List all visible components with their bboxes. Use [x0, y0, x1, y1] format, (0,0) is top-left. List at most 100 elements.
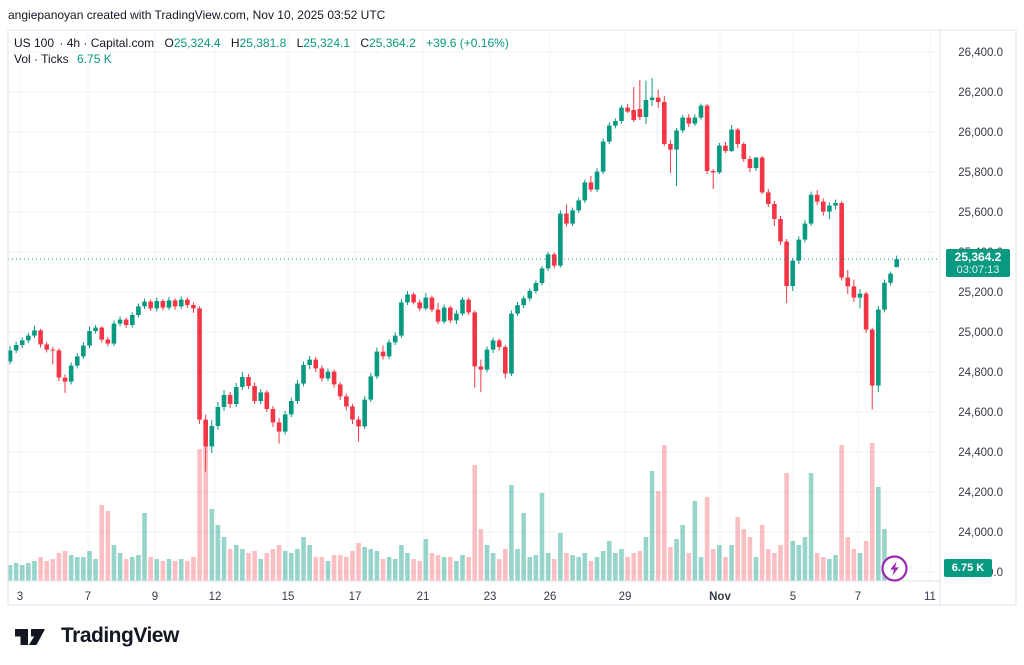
candle-body [698, 105, 704, 118]
volume-bar [368, 549, 374, 581]
volume-bar [765, 549, 771, 581]
y-axis-tick[interactable]: 24,000.0 [958, 527, 1003, 539]
candle-body [747, 159, 753, 168]
volume-bar [350, 551, 355, 581]
y-axis-tick[interactable]: 26,200.0 [958, 87, 1003, 99]
volume-bar [178, 559, 184, 581]
volume-bar [631, 553, 637, 581]
candle-body [288, 401, 294, 415]
volume-bar [68, 555, 74, 581]
candle-body [515, 305, 520, 314]
candle-body [93, 327, 98, 331]
candle-body [882, 282, 887, 310]
candle-body [105, 339, 111, 344]
candle-body [521, 298, 526, 306]
candle-body [637, 109, 643, 117]
volume-bar [160, 561, 166, 581]
candle-body [44, 344, 49, 350]
symbol-legend[interactable]: US 100 · 4h · Capital.com O25,324.4 H25,… [14, 34, 509, 52]
x-axis-tick[interactable]: 7 [85, 591, 91, 603]
y-axis-tick[interactable]: 26,400.0 [958, 47, 1003, 59]
volume-bar [62, 551, 68, 581]
volume-legend[interactable]: Vol · Ticks 6.75 K [14, 52, 112, 66]
candle-body [460, 299, 465, 314]
volume-bar [594, 557, 600, 581]
x-axis-tick[interactable]: Nov [709, 591, 731, 603]
volume-bar [753, 557, 759, 581]
candle-body [362, 399, 367, 427]
volume-bar [717, 545, 722, 581]
volume-bar [276, 545, 282, 581]
volume-bar [56, 553, 62, 581]
candle-body [533, 283, 539, 291]
y-axis-tick[interactable]: 25,000.0 [958, 327, 1003, 339]
candle-body [246, 377, 251, 386]
x-axis-tick[interactable]: 26 [544, 591, 557, 603]
volume-bar [613, 553, 618, 581]
candle-body [325, 371, 331, 379]
volume-bar [411, 559, 416, 581]
candle-body [692, 117, 698, 124]
volume-bar [723, 557, 728, 581]
volume-bar [429, 553, 435, 581]
x-axis-tick[interactable]: 9 [152, 591, 158, 603]
candle-body [570, 210, 575, 224]
candle-body [576, 200, 581, 211]
x-axis-tick[interactable]: 15 [282, 591, 295, 603]
volume-label: Vol · Ticks [14, 52, 69, 66]
y-axis-tick[interactable]: 24,800.0 [958, 367, 1003, 379]
y-axis-tick[interactable]: 25,800.0 [958, 167, 1003, 179]
candle-body [564, 213, 569, 224]
candle-body [215, 407, 221, 426]
candle-body [863, 293, 869, 330]
candle-body [600, 141, 606, 172]
candle-body [662, 102, 667, 144]
volume-bar [301, 537, 306, 581]
volume-bar [282, 551, 288, 581]
x-axis-tick[interactable]: 12 [209, 591, 222, 603]
candle-body [227, 395, 233, 404]
y-axis-tick[interactable]: 25,200.0 [958, 287, 1003, 299]
x-axis-tick[interactable]: 17 [349, 591, 362, 603]
x-axis-tick[interactable]: 5 [790, 591, 796, 603]
y-axis-tick[interactable]: 24,200.0 [958, 487, 1003, 499]
y-axis-tick[interactable]: 25,600.0 [958, 207, 1003, 219]
x-axis-tick[interactable]: 21 [417, 591, 430, 603]
candle-body [166, 300, 172, 308]
tradingview-logo[interactable]: TradingView [14, 624, 179, 648]
candle-body [203, 419, 208, 447]
candle-body [710, 171, 716, 173]
candle-body [496, 340, 502, 347]
x-axis-tick[interactable]: 29 [619, 591, 632, 603]
volume-bar [307, 545, 312, 581]
volume-bar [240, 549, 245, 581]
volume-bar [625, 557, 630, 581]
lightning-icon[interactable] [880, 554, 909, 583]
candle-body [19, 340, 25, 345]
volume-bar [105, 511, 111, 581]
volume-bar [539, 493, 545, 581]
candle-body [759, 157, 765, 193]
candle-body [313, 359, 319, 369]
volume-bar [227, 549, 233, 581]
candle-body [619, 107, 624, 121]
y-axis-tick[interactable]: 24,600.0 [958, 407, 1003, 419]
volume-bar [710, 549, 716, 581]
candle-body [270, 409, 276, 423]
x-axis-tick[interactable]: 7 [855, 591, 861, 603]
candle-body [527, 291, 533, 299]
candle-body [117, 319, 123, 324]
volume-bar [533, 555, 539, 581]
y-axis-tick[interactable]: 26,000.0 [958, 127, 1003, 139]
candle-body [191, 305, 196, 309]
volume-bar [19, 565, 25, 581]
candle-body [778, 219, 783, 242]
y-axis-tick[interactable]: 24,400.0 [958, 447, 1003, 459]
x-axis-tick[interactable]: 11 [924, 591, 936, 603]
candle-body [582, 182, 588, 201]
volume-bar [808, 473, 814, 581]
x-axis-tick[interactable]: 3 [17, 591, 23, 603]
x-axis-tick[interactable]: 23 [484, 591, 497, 603]
volume-bar [490, 553, 496, 581]
